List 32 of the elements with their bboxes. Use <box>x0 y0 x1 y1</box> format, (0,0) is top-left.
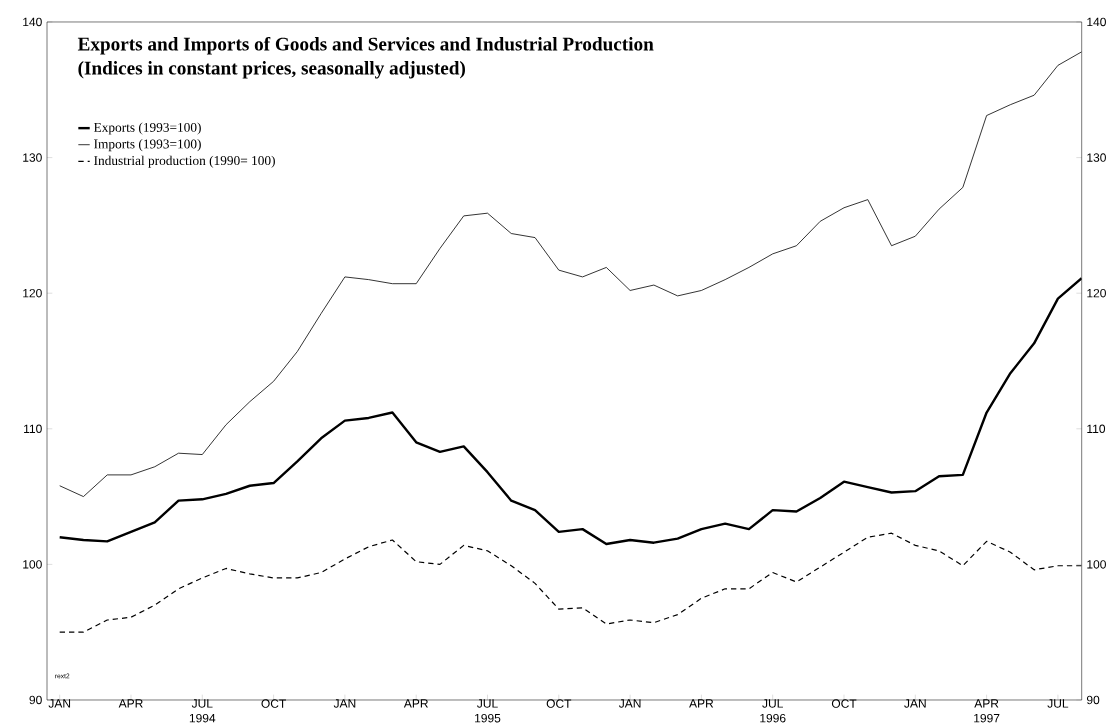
x-tick-label: APR <box>118 699 143 708</box>
y2-tick-label: 120 <box>1087 288 1106 298</box>
y-tick-label: 90 <box>29 695 42 705</box>
x-tick-label: OCT <box>831 699 857 708</box>
y-tick-label: 130 <box>23 153 42 162</box>
x-tick-label: APR <box>689 699 714 708</box>
x-tick-label: JUL <box>1047 699 1069 708</box>
y-tick-label: 100 <box>23 560 42 569</box>
text: (Indices in constant prices, seasonally adjusted) <box>78 61 465 79</box>
legend-label: Imports (1993=100) <box>94 139 201 152</box>
x-tick-label: JUL 1996 <box>760 699 786 723</box>
y-tick-label: 140 <box>23 17 42 27</box>
y2-tick-label: 100 <box>1087 560 1106 569</box>
y-tick-label: 110 <box>24 424 42 434</box>
x-tick-label: JAN <box>618 699 641 708</box>
x-tick-label: JUL 1995 <box>475 699 501 723</box>
y2-tick-label: 130 <box>1087 153 1106 162</box>
text: Exports and Imports of Goods and Services and Industrial Production <box>77 36 654 55</box>
x-tick-label: JUL 1994 <box>189 699 216 723</box>
legend-label: Industrial production (1990= 100) <box>94 155 275 168</box>
legend-label: Exports (1993=100) <box>93 122 201 135</box>
y2-tick-label: 110 <box>1087 424 1106 434</box>
x-tick-label: JAN <box>904 699 926 708</box>
y-tick-label: 120 <box>23 288 42 298</box>
x-tick-label: APR <box>403 699 428 708</box>
y2-tick-label: 140 <box>1087 17 1106 27</box>
x-tick-label: APR 1997 <box>974 699 1000 723</box>
x-tick-label: OCT <box>546 699 572 708</box>
y2-tick-label: 90 <box>1086 695 1100 705</box>
x-tick-label: JAN <box>48 699 71 708</box>
x-tick-label: JAN <box>333 699 356 708</box>
x-tick-label: OCT <box>261 699 286 708</box>
